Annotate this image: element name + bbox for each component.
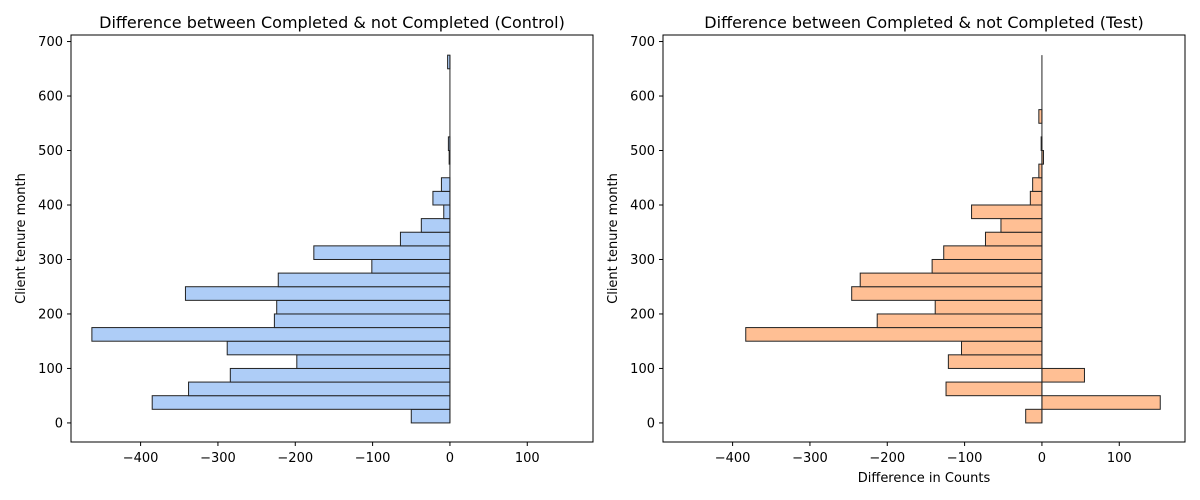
control-bar — [313, 245, 451, 260]
control-chart: −400 −300 −200 −100 0 100 0 100 200 300 400 500 600… — [14, 13, 594, 466]
control-bar — [188, 381, 451, 397]
test-bar — [1000, 218, 1043, 233]
control-bars — [91, 54, 451, 424]
control-bar — [276, 299, 451, 315]
test-bar — [1041, 367, 1085, 383]
test-bar — [851, 286, 1043, 301]
test-bar — [947, 354, 1043, 369]
control-bar — [277, 272, 451, 288]
test-bar — [943, 245, 1043, 260]
test-bar — [1032, 177, 1043, 192]
control-chart-title: Difference between Completed & not Compl… — [99, 13, 565, 32]
test-y-tick-label: 300 — [630, 253, 655, 268]
test-bar — [1025, 408, 1043, 424]
control-x-tick-label: 100 — [515, 451, 540, 466]
test-bar — [984, 231, 1043, 247]
test-x-tick-label: −300 — [792, 451, 828, 466]
test-x-tick-label: 100 — [1107, 451, 1132, 466]
test-bar — [876, 313, 1043, 329]
control-bar — [226, 340, 451, 356]
control-y-tick-label: 100 — [38, 362, 63, 377]
test-y-tick-label: 400 — [630, 198, 655, 213]
test-x-axis-title: Difference in Counts — [858, 471, 991, 486]
control-y-tick-label: 500 — [38, 144, 63, 159]
control-y-axis-title: Client tenure month — [14, 173, 29, 304]
control-bar — [399, 231, 451, 247]
test-x-ticks: −400 −300 −200 −100 0 100 — [715, 442, 1132, 466]
control-bar — [229, 367, 451, 383]
test-x-tick-label: −400 — [715, 451, 751, 466]
test-y-tick-label: 200 — [630, 307, 655, 322]
control-bar — [151, 395, 451, 410]
control-bar — [420, 218, 451, 233]
test-y-tick-label: 700 — [630, 35, 655, 50]
test-bar — [745, 327, 1043, 342]
test-bar — [859, 272, 1043, 288]
control-x-tick-label: −100 — [355, 451, 391, 466]
test-y-tick-label: 0 — [647, 416, 655, 431]
control-y-tick-label: 0 — [55, 416, 63, 431]
control-bar — [440, 177, 451, 192]
control-y-tick-label: 700 — [38, 35, 63, 50]
control-y-tick-label: 300 — [38, 253, 63, 268]
test-bar — [971, 204, 1043, 220]
test-bar — [934, 299, 1043, 315]
test-plot-frame — [662, 34, 1186, 443]
control-x-tick-label: 0 — [446, 451, 454, 466]
control-y-tick-label: 400 — [38, 198, 63, 213]
test-x-tick-label: −100 — [947, 451, 983, 466]
control-x-tick-label: −300 — [200, 451, 236, 466]
test-y-axis-title: Client tenure month — [606, 173, 621, 304]
test-bar — [945, 381, 1043, 397]
control-bar — [91, 327, 451, 342]
test-bar — [961, 340, 1043, 356]
test-y-ticks: 0 100 200 300 400 500 600 700 — [630, 35, 663, 431]
test-bar — [1029, 190, 1043, 206]
test-bar — [931, 258, 1043, 274]
test-y-tick-label: 600 — [630, 90, 655, 105]
control-bar — [184, 286, 451, 301]
test-chart: −400 −300 −200 −100 0 100 0 100 200 300 400 500 600… — [606, 13, 1186, 486]
control-y-ticks: 0 100 200 300 400 500 600 700 — [38, 35, 71, 431]
control-bar — [273, 313, 451, 329]
control-plot-frame — [70, 34, 594, 443]
test-x-tick-label: −200 — [869, 451, 905, 466]
control-bar — [371, 258, 451, 274]
control-x-ticks: −400 −300 −200 −100 0 100 — [123, 442, 540, 466]
control-bar — [296, 354, 451, 369]
test-y-tick-label: 500 — [630, 144, 655, 159]
control-bar — [432, 190, 451, 206]
control-bar — [443, 204, 451, 220]
control-y-tick-label: 600 — [38, 90, 63, 105]
test-y-tick-label: 100 — [630, 362, 655, 377]
test-bar — [1041, 395, 1161, 410]
test-x-tick-label: 0 — [1038, 451, 1046, 466]
control-bar — [410, 408, 451, 424]
control-x-tick-label: −200 — [277, 451, 313, 466]
control-y-tick-label: 200 — [38, 307, 63, 322]
test-chart-title: Difference between Completed & not Compl… — [704, 13, 1143, 32]
control-x-tick-label: −400 — [123, 451, 159, 466]
